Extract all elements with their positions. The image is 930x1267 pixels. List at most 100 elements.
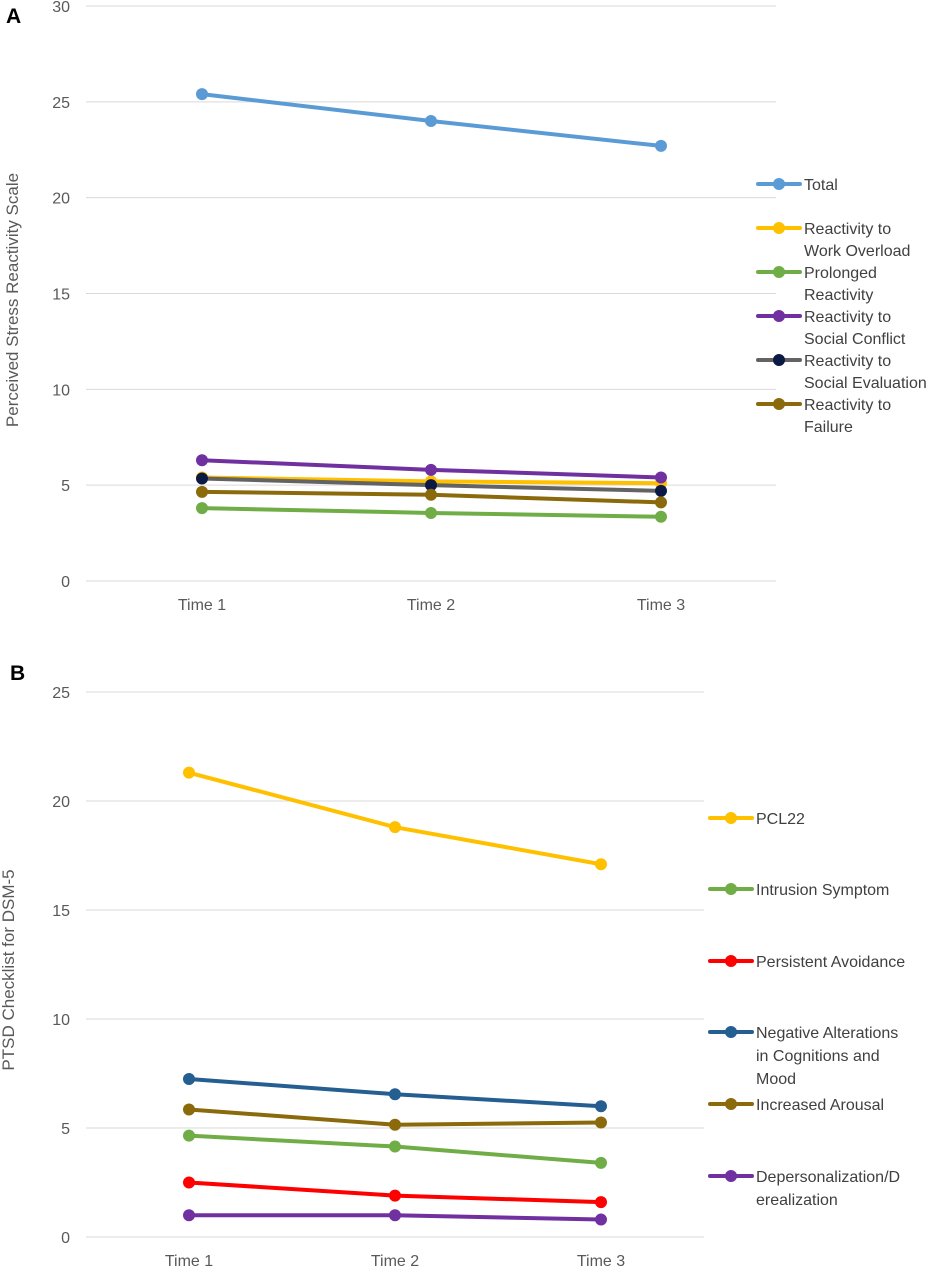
- data-point: [595, 858, 607, 871]
- legend-item: Negative Alterations in Cognitions and Moo…: [708, 1025, 898, 1088]
- legend-label: Depersonalization/D: [756, 1169, 900, 1186]
- legend-label: Mood: [756, 1071, 796, 1088]
- y-tick-label: 10: [52, 382, 70, 399]
- data-point: [389, 1088, 401, 1101]
- legend-swatch-marker: [773, 398, 785, 410]
- y-tick-label: 25: [52, 95, 70, 112]
- legend-label: Reactivity: [804, 287, 873, 304]
- legend-item: Intrusion Symptom: [708, 882, 889, 899]
- legend-label: Prolonged: [804, 265, 877, 282]
- legend-item: PCL22: [708, 811, 805, 828]
- y-tick-label: 5: [61, 1121, 70, 1138]
- legend-label: Failure: [804, 419, 853, 436]
- legend-label: erealization: [756, 1192, 838, 1209]
- legend-label: Reactivity to: [804, 221, 891, 238]
- x-tick-label: Time 2: [407, 597, 455, 614]
- y-tick-label: 25: [52, 685, 70, 702]
- data-point: [425, 506, 437, 519]
- legend-label: Total: [804, 177, 838, 194]
- data-point: [595, 1100, 607, 1113]
- x-tick-label: Time 2: [371, 1253, 419, 1267]
- legend-swatch-marker: [725, 1098, 737, 1110]
- y-tick-label: 10: [52, 1012, 70, 1029]
- data-point: [655, 471, 667, 484]
- data-point: [196, 472, 208, 485]
- y-axis-label-b: PTSD Checklist for DSM-5: [0, 869, 18, 1070]
- chart-panel-a: A 0 5 10 15 20 25 30 Time 1 Time 2 Time 3 Percei…: [3, 0, 927, 614]
- data-point: [655, 496, 667, 509]
- data-point: [389, 1189, 401, 1202]
- legend-swatch-marker: [773, 222, 785, 234]
- y-tick-label: 0: [61, 574, 70, 591]
- panel-label-b: B: [10, 662, 25, 685]
- data-point: [389, 1140, 401, 1153]
- data-point: [595, 1116, 607, 1129]
- legend-swatch-marker: [773, 178, 785, 190]
- legend-swatch-marker: [773, 266, 785, 278]
- x-tick-label: Time 1: [165, 1253, 213, 1267]
- gridlines-b: [86, 691, 704, 1238]
- legend-label: Social Conflict: [804, 331, 906, 348]
- x-tick-labels-b: Time 1 Time 2 Time 3: [165, 1253, 625, 1267]
- legend-label: in Cognitions and: [756, 1048, 880, 1065]
- data-point: [655, 510, 667, 523]
- legend-label: Reactivity to: [804, 309, 891, 326]
- data-point: [196, 88, 208, 101]
- x-tick-label: Time 3: [637, 597, 685, 614]
- legend-swatch-marker: [725, 955, 737, 967]
- legend-swatch-marker: [725, 883, 737, 895]
- series-group-b: [183, 766, 607, 1226]
- legend-swatch-marker: [773, 354, 785, 366]
- legend-swatch-marker: [725, 1170, 737, 1182]
- legend-item: Prolonged Reactivity: [756, 265, 877, 304]
- y-tick-label: 30: [52, 0, 70, 16]
- data-point: [595, 1213, 607, 1226]
- legend-item: Reactivity to Work Overload: [756, 221, 910, 260]
- legend-item: Persistent Avoidance: [708, 954, 905, 971]
- data-point: [196, 502, 208, 515]
- legend-label: PCL22: [756, 811, 805, 828]
- x-tick-label: Time 3: [577, 1253, 625, 1267]
- legend-swatch-marker: [725, 1026, 737, 1038]
- data-point: [595, 1196, 607, 1209]
- legend-swatch-marker: [773, 310, 785, 322]
- legend-item: Increased Arousal: [708, 1097, 884, 1114]
- data-point: [196, 485, 208, 498]
- y-tick-label: 5: [61, 478, 70, 495]
- legend-item: Total: [756, 177, 838, 194]
- data-point: [183, 1072, 195, 1085]
- data-point: [183, 1129, 195, 1142]
- data-point: [389, 1118, 401, 1131]
- y-tick-label: 20: [52, 191, 70, 208]
- legend-item: Reactivity to Social Evaluation: [756, 353, 927, 392]
- y-tick-label: 15: [52, 903, 70, 920]
- data-point: [183, 766, 195, 779]
- data-point: [196, 454, 208, 467]
- data-point: [389, 821, 401, 834]
- data-point: [183, 1103, 195, 1116]
- legend-label: Reactivity to: [804, 353, 891, 370]
- legend-label: Social Evaluation: [804, 375, 927, 392]
- data-point: [389, 1209, 401, 1222]
- legend-label: Increased Arousal: [756, 1097, 884, 1114]
- legend-a: Total Reactivity to Work Overload Prolonged…: [756, 177, 927, 436]
- y-tick-labels-b: 0 5 10 15 20 25: [52, 685, 70, 1247]
- legend-item: Reactivity to Failure: [756, 397, 891, 436]
- legend-swatch-marker: [725, 812, 737, 824]
- legend-item: Depersonalization/D erealization: [708, 1169, 900, 1209]
- gridlines-a: [86, 5, 776, 582]
- data-point: [425, 479, 437, 492]
- legend-label: Persistent Avoidance: [756, 954, 905, 971]
- y-tick-label: 0: [61, 1230, 70, 1247]
- data-point: [595, 1156, 607, 1169]
- series-line-pcl22: [187, 770, 603, 867]
- legend-item: Reactivity to Social Conflict: [756, 309, 906, 348]
- legend-b: PCL22 Intrusion Symptom Persistent Avoidan…: [708, 811, 905, 1209]
- y-tick-label: 20: [52, 794, 70, 811]
- x-tick-label: Time 1: [178, 597, 226, 614]
- y-tick-labels-a: 0 5 10 15 20 25 30: [52, 0, 70, 591]
- data-point: [425, 115, 437, 127]
- data-point: [655, 484, 667, 497]
- legend-label: Work Overload: [804, 243, 910, 260]
